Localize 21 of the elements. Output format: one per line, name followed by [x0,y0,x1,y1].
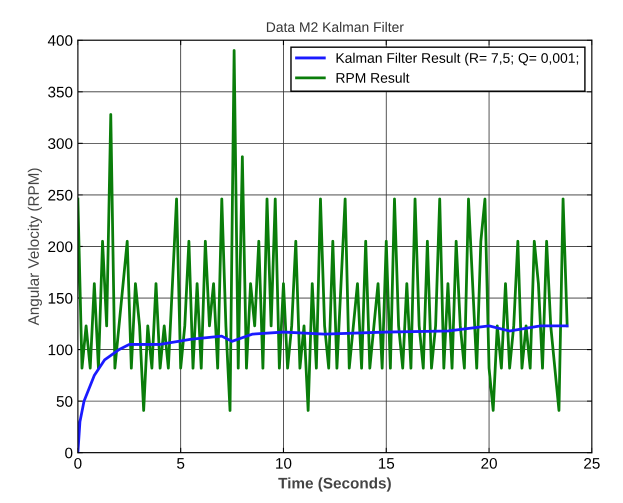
x-tick-label: 5 [177,458,184,469]
x-tick-label: 0 [74,458,82,469]
x-tick-label: 15 [378,458,394,469]
chart-title: Data M2 Kalman Filter [266,22,404,32]
y-tick-label: 350 [48,86,72,98]
y-tick-label: 250 [48,190,72,201]
legend-label: Kalman Filter Result (R= 7,5; Q= 0,001; [336,52,578,66]
y-tick-label: 200 [48,241,72,252]
y-axis-title: Angular Velocity (RPM) [28,168,42,326]
y-tick-label: 300 [48,138,72,150]
y-tick-label: 150 [48,292,72,304]
y-tick-label: 0 [65,448,72,458]
x-tick-label: 10 [276,458,292,469]
line-series [78,324,569,453]
y-tick-label: 50 [56,396,72,407]
legend-label: RPM Result [336,72,410,83]
y-tick-label: 100 [48,344,72,356]
y-tick-label: 400 [48,35,72,46]
x-tick-label: 25 [584,458,600,469]
x-axis-title: Time (Seconds) [278,477,391,492]
x-tick-label: 20 [481,458,497,469]
